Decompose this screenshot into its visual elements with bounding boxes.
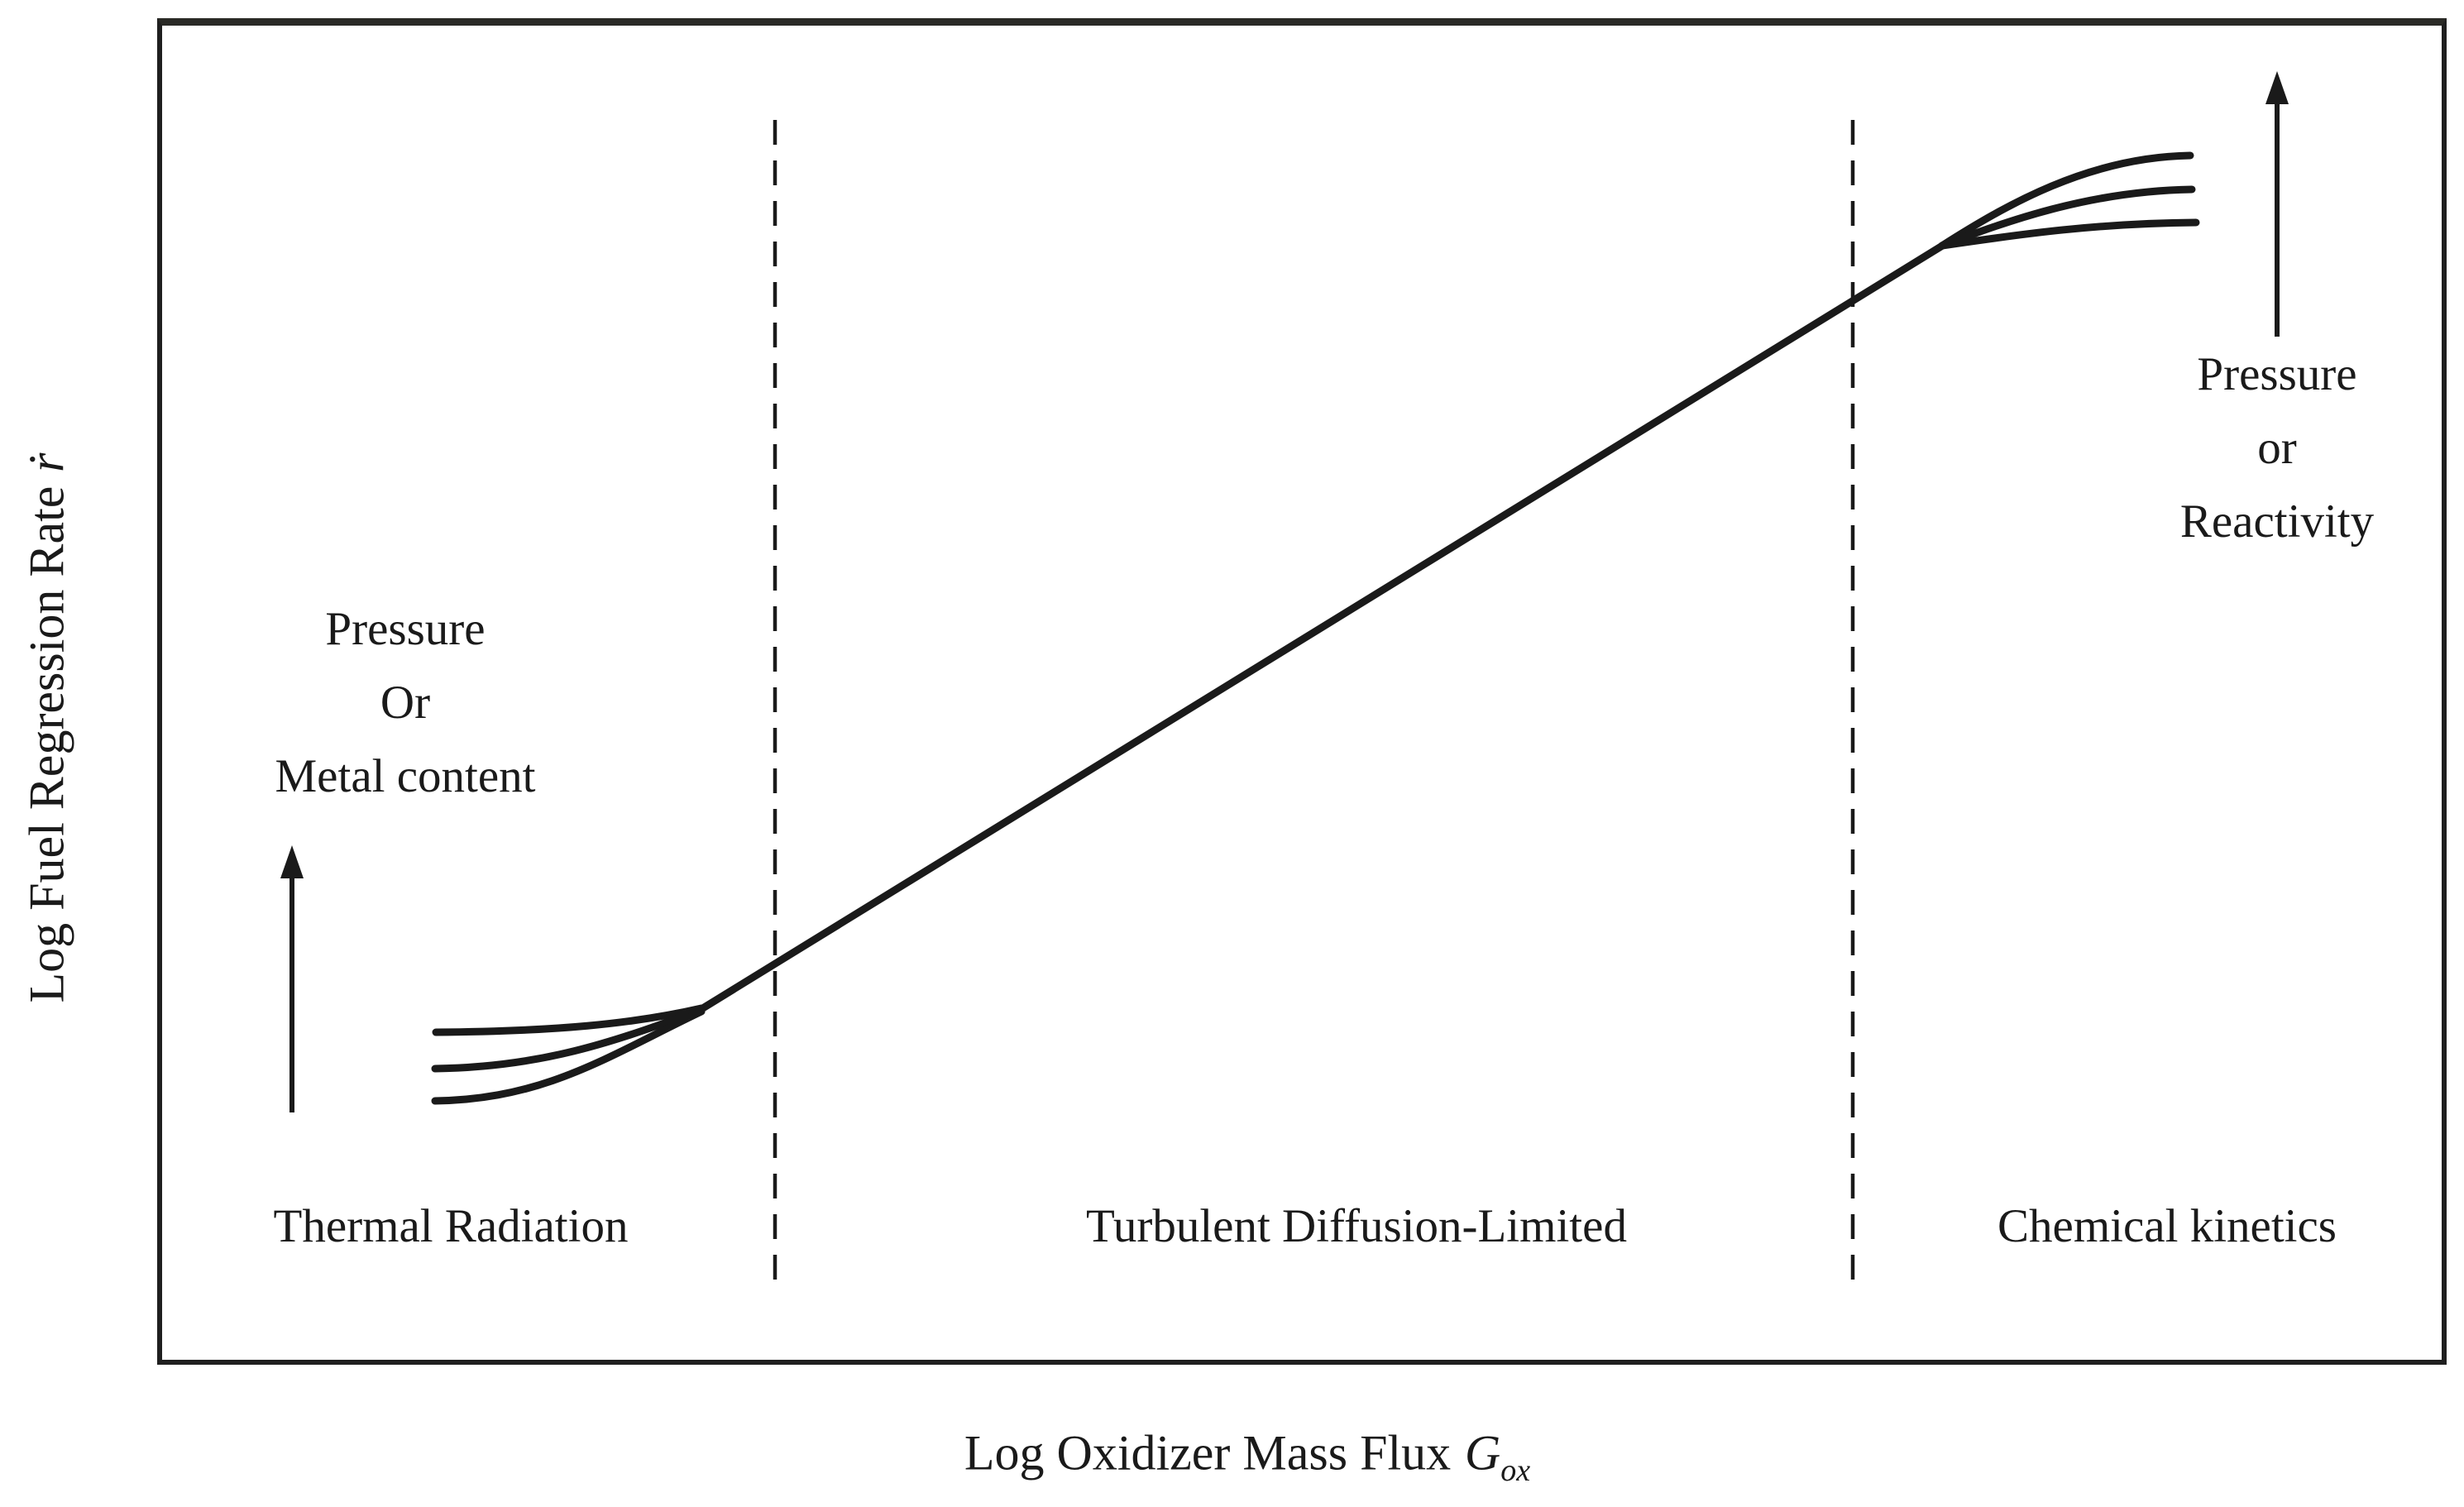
left-annotation: Pressure Or Metal content — [157, 592, 653, 813]
right-annotation-line-1: Pressure — [2197, 348, 2357, 400]
right-annotation-line-3: Reactivity — [2179, 495, 2375, 548]
x-axis-symbol: G — [1464, 1425, 1501, 1481]
right-annotation-line-2: or — [2257, 422, 2297, 474]
right-plateau-curve-middle — [1938, 185, 2196, 250]
left-plateau-curve-bottom — [431, 1007, 706, 1105]
x-axis-symbol-subscript: ox — [1500, 1452, 1531, 1488]
right-annotation: Pressure or Reactivity — [2029, 337, 2464, 558]
x-axis-label: Log Oxidizer Mass Flux Gox — [964, 1425, 1530, 1486]
region-label-chemical-kinetics: Chemical kinetics — [1998, 1200, 2337, 1252]
y-axis-label-text: Log Fuel Regression Rate — [19, 486, 74, 1003]
left-up-arrow-icon — [280, 845, 304, 1112]
y-axis-label: Log Fuel Regression Rate ṙ — [19, 452, 76, 1002]
plot-area — [157, 18, 2447, 1365]
region-label-thermal-radiation: Thermal Radiation — [273, 1200, 629, 1252]
region-label-turbulent-diffusion-limited: Turbulent Diffusion-Limited — [1086, 1200, 1627, 1252]
right-plateau-curve-top — [1938, 151, 2194, 250]
left-plateau-curve-middle — [431, 1006, 706, 1073]
diffusion-limited-line — [697, 241, 1948, 1013]
left-annotation-line-1: Pressure — [325, 603, 486, 655]
left-plateau-curve-top — [432, 1004, 706, 1036]
left-annotation-line-3: Metal content — [275, 750, 536, 802]
right-plateau-curve-bottom — [1938, 218, 2200, 250]
x-axis-label-text: Log Oxidizer Mass Flux — [964, 1425, 1452, 1481]
right-up-arrow-icon — [2265, 71, 2289, 337]
y-axis-symbol: ṙ — [19, 452, 74, 472]
left-annotation-line-2: Or — [380, 677, 431, 729]
